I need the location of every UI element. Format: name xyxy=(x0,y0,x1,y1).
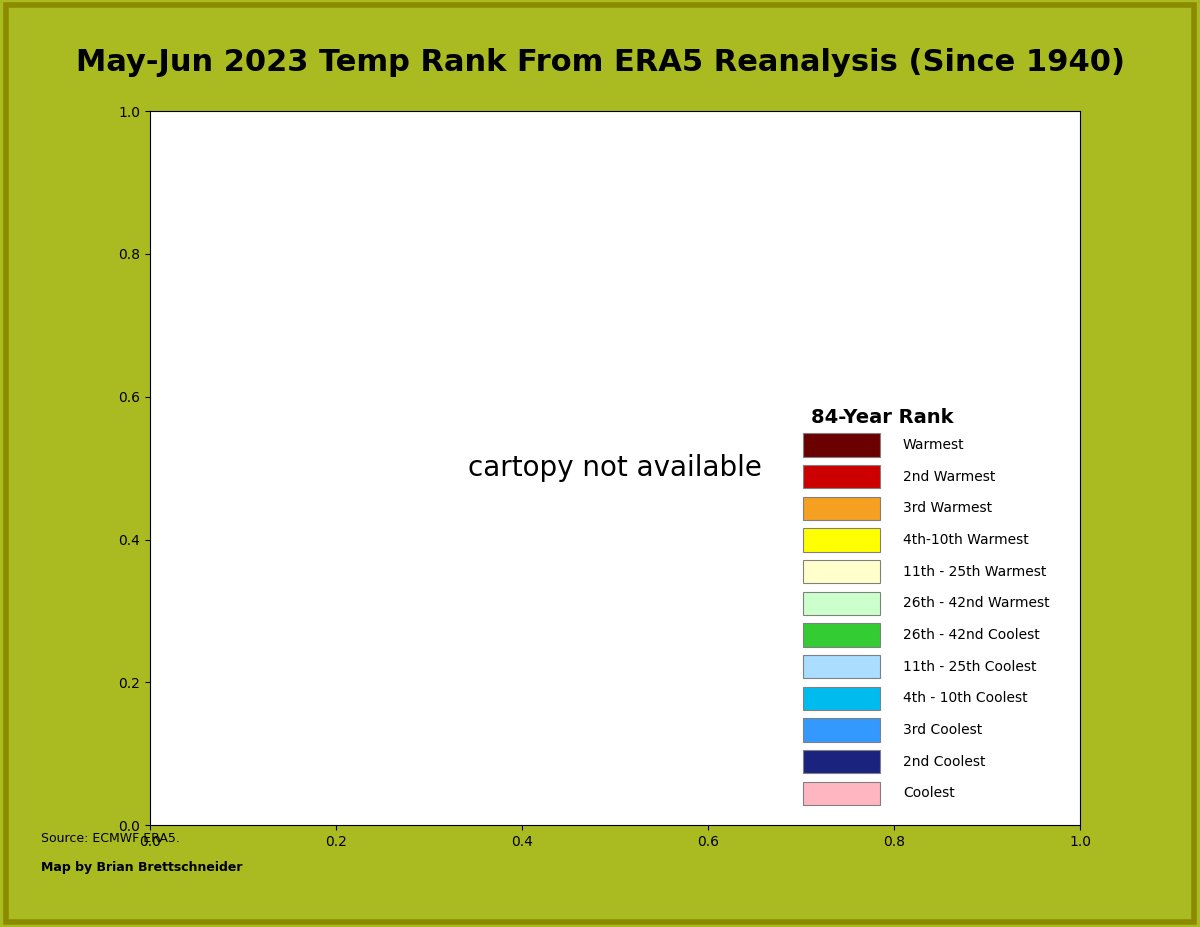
FancyBboxPatch shape xyxy=(803,687,880,710)
Text: Source: ECMWF ERA5.: Source: ECMWF ERA5. xyxy=(41,832,180,844)
FancyBboxPatch shape xyxy=(803,750,880,773)
Text: Coolest: Coolest xyxy=(902,786,955,800)
FancyBboxPatch shape xyxy=(803,497,880,520)
FancyBboxPatch shape xyxy=(803,655,880,679)
Text: 4th - 10th Coolest: 4th - 10th Coolest xyxy=(902,692,1027,705)
Text: 11th - 25th Coolest: 11th - 25th Coolest xyxy=(902,660,1037,674)
Text: 3rd Coolest: 3rd Coolest xyxy=(902,723,982,737)
Text: cartopy not available: cartopy not available xyxy=(468,454,762,482)
Text: 4th-10th Warmest: 4th-10th Warmest xyxy=(902,533,1028,547)
FancyBboxPatch shape xyxy=(803,560,880,583)
Text: 2nd Coolest: 2nd Coolest xyxy=(902,755,985,768)
FancyBboxPatch shape xyxy=(803,781,880,805)
FancyBboxPatch shape xyxy=(803,465,880,489)
FancyBboxPatch shape xyxy=(803,528,880,552)
Text: 2nd Warmest: 2nd Warmest xyxy=(902,470,995,484)
Text: Warmest: Warmest xyxy=(902,438,965,452)
FancyBboxPatch shape xyxy=(803,624,880,647)
Text: 3rd Warmest: 3rd Warmest xyxy=(902,502,992,515)
Text: May-Jun 2023 Temp Rank From ERA5 Reanalysis (Since 1940): May-Jun 2023 Temp Rank From ERA5 Reanaly… xyxy=(76,48,1124,77)
FancyBboxPatch shape xyxy=(803,718,880,742)
FancyBboxPatch shape xyxy=(803,591,880,615)
Text: 26th - 42nd Warmest: 26th - 42nd Warmest xyxy=(902,596,1050,610)
Text: 11th - 25th Warmest: 11th - 25th Warmest xyxy=(902,565,1046,578)
Text: 84-Year Rank: 84-Year Rank xyxy=(811,408,953,426)
Text: Map by Brian Brettschneider: Map by Brian Brettschneider xyxy=(41,861,242,874)
FancyBboxPatch shape xyxy=(803,434,880,457)
Text: 26th - 42nd Coolest: 26th - 42nd Coolest xyxy=(902,628,1039,642)
